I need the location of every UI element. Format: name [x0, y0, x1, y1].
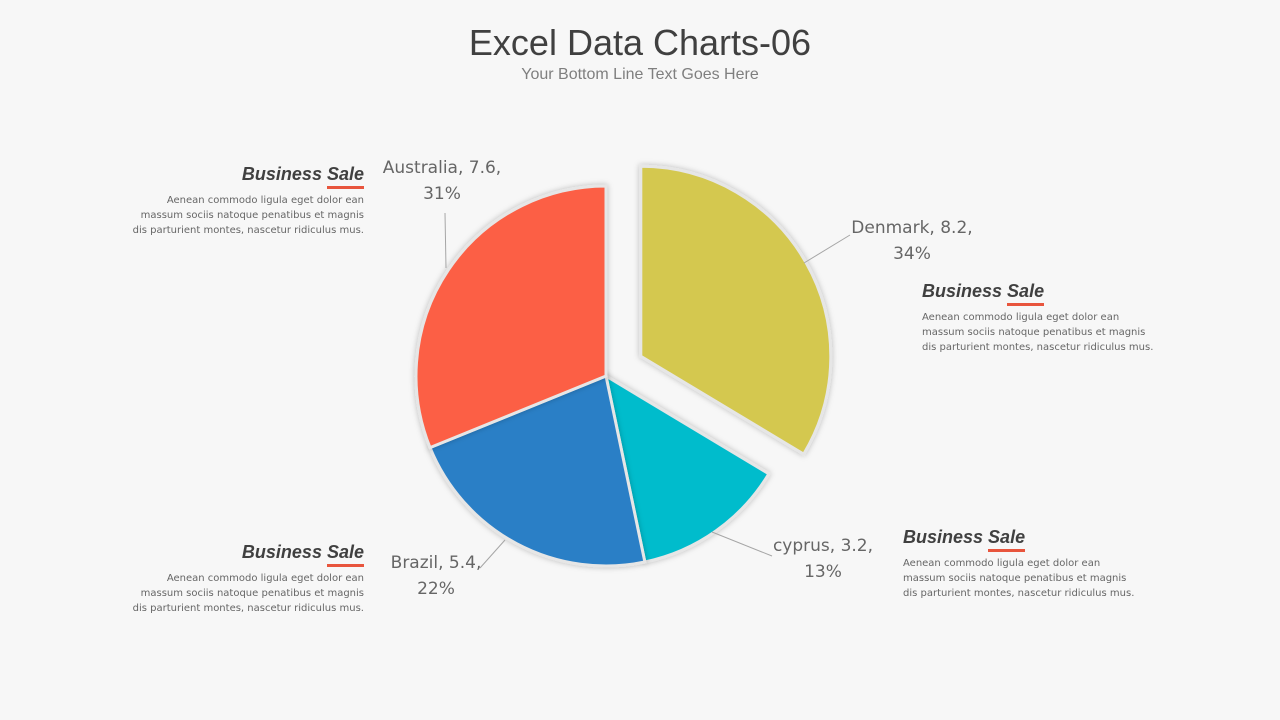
- business-word: Business: [903, 527, 989, 547]
- business-sale-title: Business Sale: [922, 281, 1162, 306]
- business-sale-block-right-lower: Business Sale Aenean commodo ligula eget…: [903, 527, 1143, 601]
- data-label-percent-brazil: 22%: [417, 579, 455, 599]
- data-label-denmark: Denmark, 8.2,: [851, 218, 972, 238]
- business-sale-text: Aenean commodo ligula eget dolor ean mas…: [132, 573, 364, 614]
- business-sale-block-right-upper: Business Sale Aenean commodo ligula eget…: [922, 281, 1162, 355]
- data-label-percent-denmark: 34%: [893, 244, 931, 264]
- business-sale-text: Aenean commodo ligula eget dolor ean mas…: [903, 558, 1135, 599]
- business-word: Business: [922, 281, 1008, 301]
- business-sale-text: Aenean commodo ligula eget dolor ean mas…: [922, 312, 1154, 353]
- sale-word: Sale: [326, 542, 365, 567]
- page-title: Excel Data Charts-06: [468, 22, 812, 63]
- data-label-brazil: Brazil, 5.4,: [391, 553, 482, 573]
- pie-slice-brazil: [428, 373, 647, 568]
- sale-word: Sale: [326, 164, 365, 189]
- business-sale-block-top-left: Business Sale Aenean commodo ligula eget…: [124, 164, 365, 238]
- leader-line: [479, 539, 506, 569]
- data-label-cyprus: cyprus, 3.2,: [773, 536, 873, 556]
- business-sale-block-bottom-left: Business Sale Aenean commodo ligula eget…: [124, 542, 365, 616]
- business-sale-title: Business Sale: [124, 542, 365, 567]
- data-label-australia: Australia, 7.6,: [383, 158, 501, 178]
- leader-line: [711, 531, 773, 557]
- sale-word: Sale: [988, 527, 1026, 552]
- business-sale-title: Business Sale: [903, 527, 1143, 552]
- pie-slice-cyprus: [603, 372, 771, 564]
- leader-line: [444, 212, 447, 269]
- business-sale-title: Business Sale: [124, 164, 365, 189]
- business-sale-text: Aenean commodo ligula eget dolor ean mas…: [132, 195, 364, 236]
- sale-word: Sale: [1007, 281, 1045, 306]
- pie-slice-denmark: [639, 164, 833, 457]
- data-label-percent-cyprus: 13%: [804, 562, 842, 582]
- leader-line: [803, 234, 851, 264]
- pie-slice-australia: [414, 184, 608, 450]
- business-word: Business: [241, 542, 327, 562]
- business-word: Business: [241, 164, 327, 184]
- data-label-percent-australia: 31%: [423, 184, 461, 204]
- page-subtitle: Your Bottom Line Text Goes Here: [521, 66, 759, 83]
